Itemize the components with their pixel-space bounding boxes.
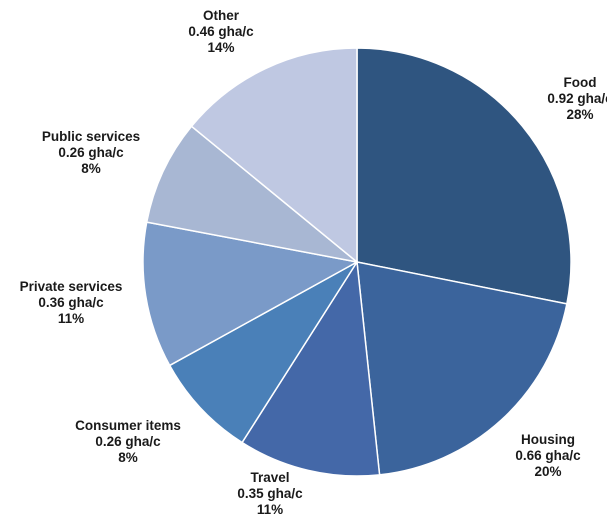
slice-name: Housing [521,432,575,447]
slice-name: Consumer items [75,418,181,433]
slice-percent: 14% [207,40,234,55]
slice-value: 0.46 gha/c [188,24,254,39]
slice-label-private-services: Private services 0.36 gha/c 11% [20,279,123,326]
pie-slice-housing [356,261,568,476]
slice-percent: 11% [58,311,84,326]
slice-label-consumer-items: Consumer items 0.26 gha/c 8% [75,418,181,465]
pie-slices [142,47,572,477]
slice-percent: 28% [566,107,593,122]
slice-label-public-services: Public services 0.26 gha/c 8% [42,129,140,176]
slice-label-housing: Housing 0.66 gha/c 20% [515,432,581,479]
slice-label-other: Other 0.46 gha/c 14% [188,8,254,55]
slice-label-travel: Travel 0.35 gha/c 11% [237,470,303,517]
pie-slice-food [356,47,572,305]
slice-value: 0.35 gha/c [237,486,303,501]
slice-value: 0.92 gha/c [547,91,607,106]
slice-value: 0.26 gha/c [95,434,161,449]
pie-slice-other [190,47,358,264]
slice-value: 0.26 gha/c [58,145,124,160]
slice-percent: 8% [81,161,101,176]
pie-labels: Food 0.92 gha/c 28% Housing 0.66 gha/c 20% Tra… [20,8,607,517]
slice-percent: 8% [118,450,138,465]
slice-name: Public services [42,129,140,144]
pie-slice-public-services [145,125,358,263]
slice-value: 0.66 gha/c [515,448,581,463]
slice-name: Private services [20,279,123,294]
slice-label-food: Food 0.92 gha/c 28% [547,75,607,122]
slice-percent: 11% [257,502,283,517]
slice-name: Other [203,8,240,23]
slice-name: Travel [250,470,289,485]
slice-value: 0.36 gha/c [38,295,104,310]
pie-slice-travel [241,259,381,477]
pie-slice-consumer-items [168,261,358,444]
pie-slice-private-services [142,221,360,367]
slice-percent: 20% [534,464,561,479]
slice-name: Food [564,75,597,90]
